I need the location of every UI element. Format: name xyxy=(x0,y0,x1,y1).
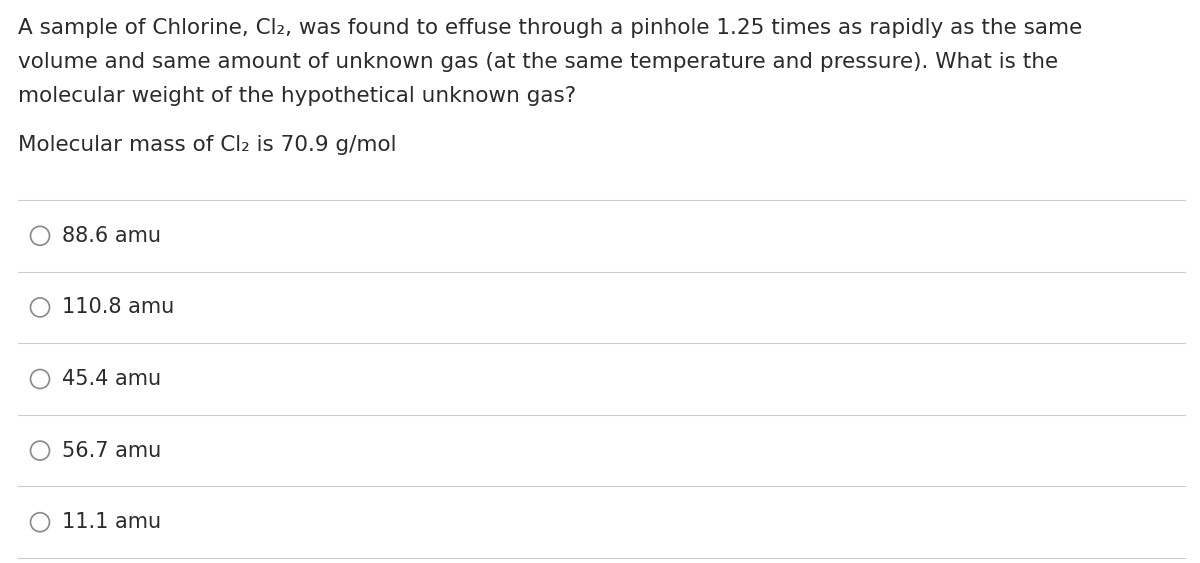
Text: 110.8 amu: 110.8 amu xyxy=(61,297,174,318)
Text: molecular weight of the hypothetical unknown gas?: molecular weight of the hypothetical unk… xyxy=(18,86,576,106)
Text: 45.4 amu: 45.4 amu xyxy=(61,369,161,389)
Text: 56.7 amu: 56.7 amu xyxy=(61,441,161,461)
Text: Molecular mass of Cl₂ is 70.9 g/mol: Molecular mass of Cl₂ is 70.9 g/mol xyxy=(18,135,396,155)
Text: 11.1 amu: 11.1 amu xyxy=(61,512,161,532)
Text: A sample of Chlorine, Cl₂, was found to effuse through a pinhole 1.25 times as r: A sample of Chlorine, Cl₂, was found to … xyxy=(18,18,1082,38)
Text: volume and same amount of unknown gas (at the same temperature and pressure). Wh: volume and same amount of unknown gas (a… xyxy=(18,52,1058,72)
Text: 88.6 amu: 88.6 amu xyxy=(61,226,161,246)
